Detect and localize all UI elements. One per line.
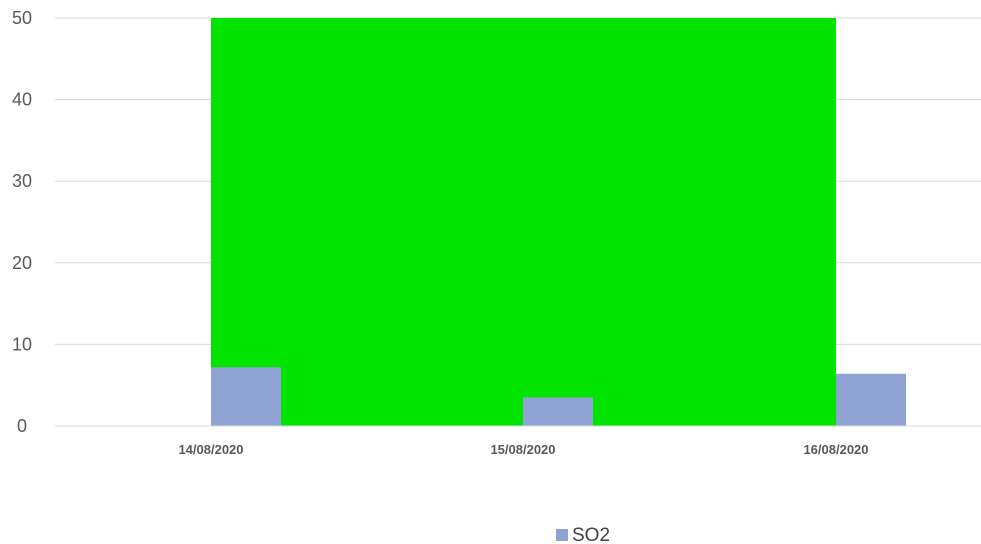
y-tick-label: 0 <box>17 416 27 436</box>
bar-so2-2 <box>523 397 593 426</box>
legend-label-so2: SO2 <box>572 525 610 544</box>
y-tick-label: 10 <box>12 334 32 354</box>
y-tick-label: 20 <box>12 253 32 273</box>
bars <box>211 367 906 426</box>
y-tick-label: 30 <box>12 171 32 191</box>
band-layer <box>211 18 836 426</box>
legend: SO2 <box>556 525 610 544</box>
bar-so2-3 <box>836 373 906 426</box>
x-tick-label: 16/08/2020 <box>803 442 868 457</box>
legend-swatch-so2 <box>556 529 568 541</box>
y-tick-label: 40 <box>12 90 32 110</box>
bar-so2-1 <box>211 367 281 426</box>
green-band <box>211 18 836 426</box>
axes: 0 10 20 30 40 50 14/08/2020 15/08/2020 16/08/202… <box>12 8 981 457</box>
x-tick-label: 14/08/2020 <box>178 442 243 457</box>
x-tick-label: 15/08/2020 <box>490 442 555 457</box>
y-tick-label: 50 <box>12 8 32 28</box>
